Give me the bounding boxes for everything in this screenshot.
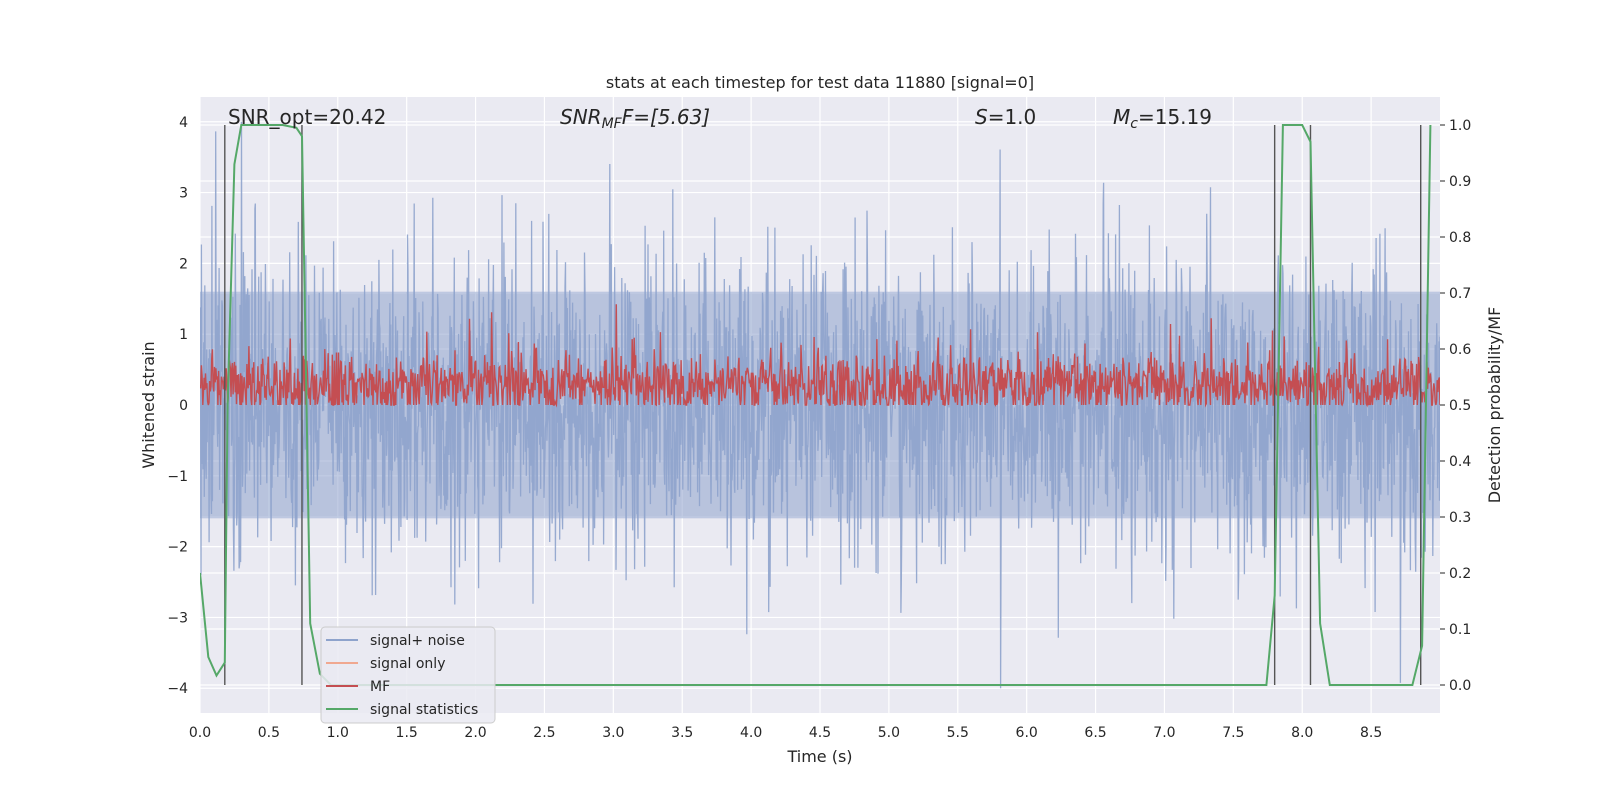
x-axis-ticks: 0.0 0.5 1.0 1.5 2.0 2.5 3.0 3.5 4.0 4.5 5.0 5.5 6.0 6… bbox=[189, 725, 1382, 741]
y-tick-label-right-0: 0.0 bbox=[1449, 678, 1471, 694]
y-tick-label-right-10: 1.0 bbox=[1449, 118, 1471, 134]
annotation-mc-name: M bbox=[1113, 105, 1130, 129]
y-axis-left-ticks: −4 −3 −2 −1 0 1 2 3 4 bbox=[167, 115, 188, 697]
x-tick-label-12: 6.0 bbox=[1016, 725, 1038, 741]
y-tick-label-right-4: 0.4 bbox=[1449, 454, 1471, 470]
x-tick-label-13: 6.5 bbox=[1084, 725, 1106, 741]
legend-label-signal-noise: signal+ noise bbox=[370, 633, 465, 649]
y-tick-label-7: 3 bbox=[179, 186, 188, 202]
y-tick-label-0: −4 bbox=[167, 681, 188, 697]
series-mf-line bbox=[200, 304, 1440, 408]
annotation-s: S=1.0 bbox=[975, 105, 1036, 129]
annotation-snr-mf: SNRMFF=[5.63] bbox=[560, 105, 710, 132]
chart-title: stats at each timestep for test data 118… bbox=[606, 73, 1034, 92]
x-tick-label-14: 7.0 bbox=[1153, 725, 1175, 741]
y-tick-label-3: −1 bbox=[167, 469, 188, 485]
x-tick-label-3: 1.5 bbox=[396, 725, 418, 741]
legend-box bbox=[320, 626, 496, 724]
annotation-snr-mf-rest: F=[5.63] bbox=[622, 105, 710, 129]
legend-label-mf: MF bbox=[370, 679, 390, 695]
series-mf bbox=[200, 304, 1440, 408]
legend-label-signal-statistics: signal statistics bbox=[370, 702, 478, 718]
x-tick-label-4: 2.0 bbox=[464, 725, 486, 741]
x-tick-label-10: 5.0 bbox=[878, 725, 900, 741]
x-tick-label-11: 5.5 bbox=[947, 725, 969, 741]
y-tick-label-8: 4 bbox=[179, 115, 188, 131]
x-tick-label-15: 7.5 bbox=[1222, 725, 1244, 741]
y-axis-label-left: Whitened strain bbox=[139, 341, 158, 468]
x-axis-label: Time (s) bbox=[786, 747, 852, 766]
y-tick-label-4: 0 bbox=[179, 398, 188, 414]
y-tick-label-2: −2 bbox=[167, 540, 188, 556]
x-tick-label-16: 8.0 bbox=[1291, 725, 1313, 741]
x-tick-label-1: 0.5 bbox=[258, 725, 280, 741]
annotation-s-rest: =1.0 bbox=[988, 105, 1037, 129]
y-tick-label-6: 2 bbox=[179, 256, 188, 272]
x-tick-label-5: 2.5 bbox=[533, 725, 555, 741]
x-tick-label-0: 0.0 bbox=[189, 725, 211, 741]
y-tick-label-right-3: 0.3 bbox=[1449, 510, 1471, 526]
y-axis-label-right: Detection probability/MF bbox=[1485, 307, 1504, 504]
annotation-snr-opt: SNR_opt=20.42 bbox=[228, 105, 386, 129]
annotation-mc-sub: c bbox=[1130, 116, 1138, 132]
x-tick-label-6: 3.0 bbox=[602, 725, 624, 741]
y-axis-right-ticks: 0.0 0.1 0.2 0.3 0.4 0.5 0.6 0.7 0.8 0.9 1.0 bbox=[1440, 118, 1471, 694]
annotation-mc: Mc=15.19 bbox=[1113, 105, 1212, 132]
legend-label-signal-only: signal only bbox=[370, 656, 445, 672]
series-signal-statistics-line bbox=[200, 124, 1432, 686]
y-tick-label-right-5: 0.5 bbox=[1449, 398, 1471, 414]
annotation-snr-mf-sub: MF bbox=[602, 116, 623, 132]
annotation-snr-mf-name: SNR bbox=[560, 105, 602, 129]
x-tick-label-2: 1.0 bbox=[327, 725, 349, 741]
y-tick-label-1: −3 bbox=[167, 610, 188, 626]
x-tick-label-17: 8.5 bbox=[1360, 725, 1382, 741]
annotation-s-name: S bbox=[975, 105, 988, 129]
x-tick-label-8: 4.0 bbox=[740, 725, 762, 741]
y-tick-label-right-8: 0.8 bbox=[1449, 230, 1471, 246]
y-tick-label-right-9: 0.9 bbox=[1449, 174, 1471, 190]
series-signal-statistics bbox=[200, 124, 1432, 686]
y-tick-label-5: 1 bbox=[179, 327, 188, 343]
x-tick-label-9: 4.5 bbox=[809, 725, 831, 741]
annotation-mc-rest: =15.19 bbox=[1138, 105, 1212, 129]
y-tick-label-right-7: 0.7 bbox=[1449, 286, 1471, 302]
x-tick-label-7: 3.5 bbox=[671, 725, 693, 741]
y-tick-label-right-6: 0.6 bbox=[1449, 342, 1471, 358]
y-tick-label-right-1: 0.1 bbox=[1449, 622, 1471, 638]
y-tick-label-right-2: 0.2 bbox=[1449, 566, 1471, 582]
legend: signal+ noise signal only MF signal stat… bbox=[320, 626, 496, 724]
